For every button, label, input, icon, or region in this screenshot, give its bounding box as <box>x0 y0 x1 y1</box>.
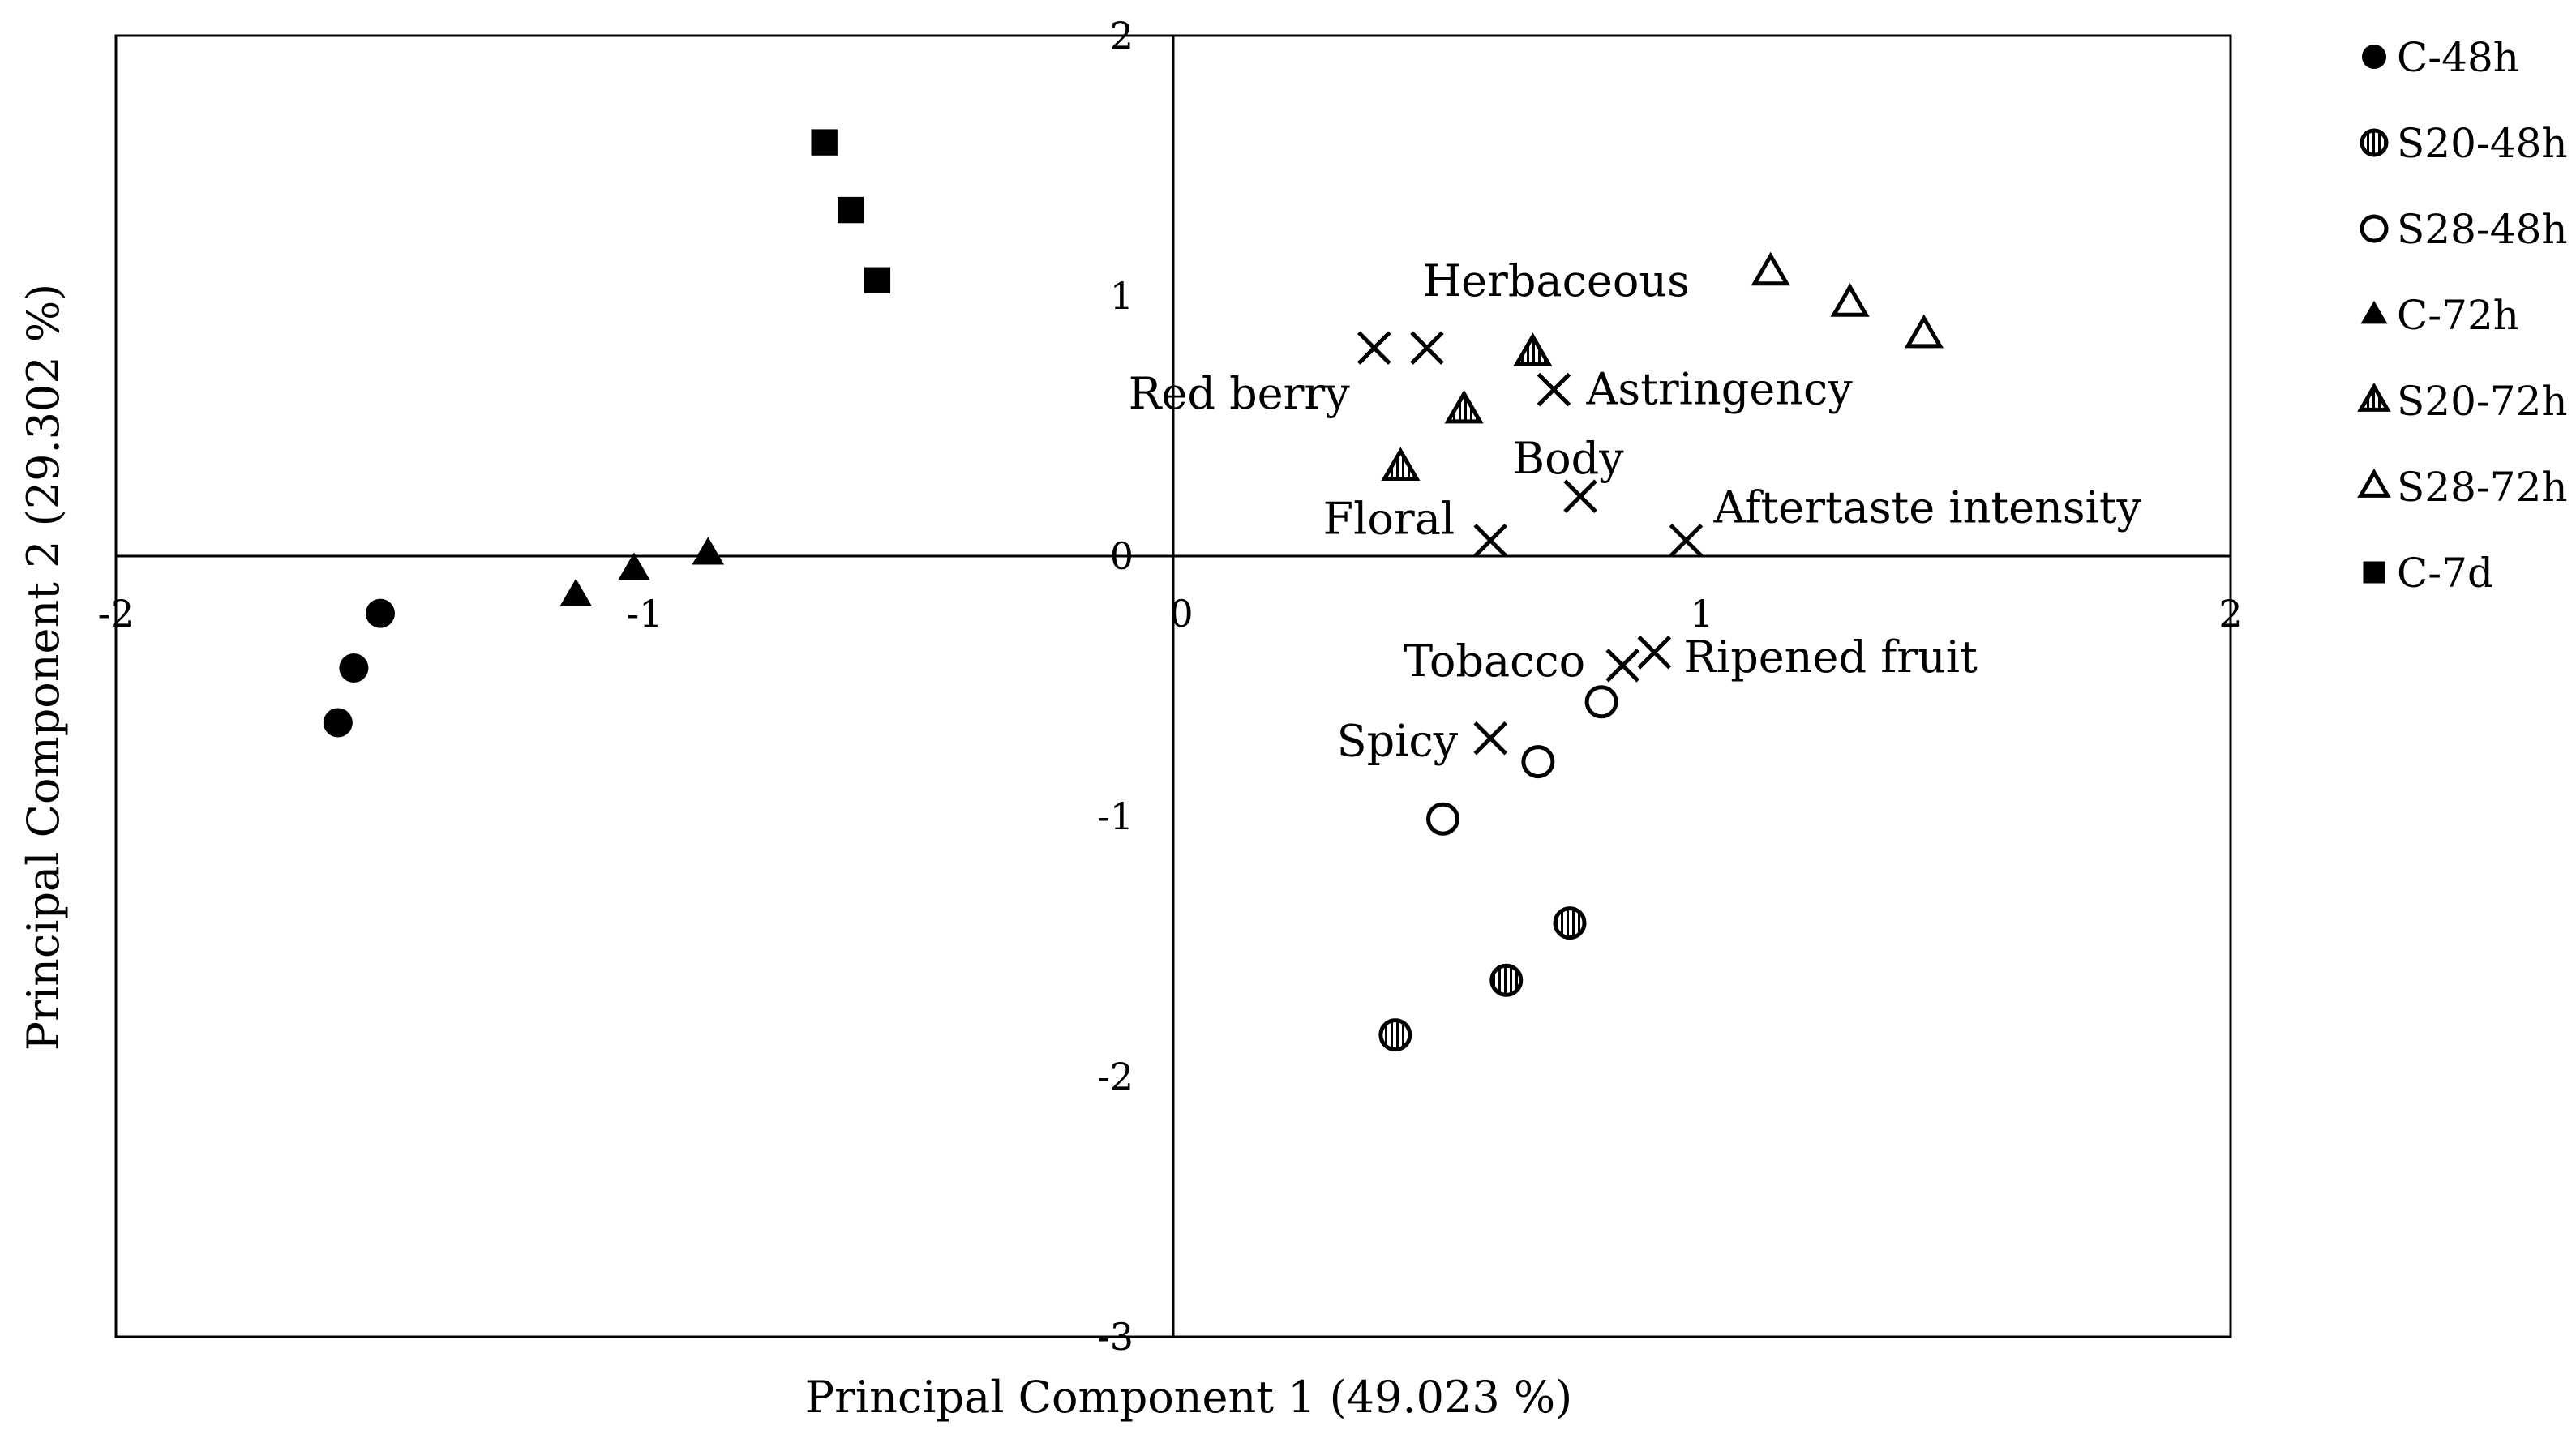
data-point <box>1444 389 1484 424</box>
data-point <box>1426 802 1460 836</box>
data-point <box>838 196 864 224</box>
y-tick-label: 1 <box>1110 274 1134 318</box>
legend-label: C-7d <box>2397 550 2493 597</box>
attribute-label: Ripened fruit <box>1683 632 1978 683</box>
attribute-label: Floral <box>1323 494 1455 545</box>
legend-item: S20-48h <box>2360 120 2568 167</box>
data-point <box>1513 332 1553 366</box>
attribute-label: Tobacco <box>1404 636 1585 687</box>
series-s28-48h <box>1426 685 1618 836</box>
attribute-markers: Herbaceous Red berry Astringency Body Floral… <box>1129 255 2142 767</box>
attribute-marker <box>1669 523 1704 558</box>
data-point <box>1378 1018 1412 1052</box>
data-point <box>692 537 725 565</box>
legend-marker <box>2360 128 2389 157</box>
series-c-7d <box>811 129 891 293</box>
data-point <box>1904 314 1944 349</box>
series-s20-72h <box>1381 332 1553 482</box>
series-s28-72h <box>1751 251 1944 349</box>
legend: C-48h S20-48h S28-48h C-72h S20-72h S28-72h C-… <box>2357 34 2568 597</box>
data-point <box>1521 745 1555 779</box>
x-axis-ticks: -2 -1 0 1 2 <box>98 592 2243 636</box>
attribute-marker <box>1563 479 1597 513</box>
legend-label: S28-48h <box>2397 206 2568 253</box>
attribute-marker <box>1637 636 1672 670</box>
attribute-marker <box>1537 372 1571 407</box>
x-tick-label: -2 <box>98 592 135 636</box>
attribute-label: Spicy <box>1337 716 1459 767</box>
legend-label: S20-72h <box>2397 378 2568 425</box>
attribute-marker <box>1473 721 1507 756</box>
legend-label: C-48h <box>2397 34 2519 81</box>
legend-label: C-72h <box>2397 292 2519 339</box>
y-tick-label: -3 <box>1097 1315 1134 1359</box>
data-point <box>811 129 838 156</box>
data-point <box>1553 906 1587 940</box>
x-tick-label: 1 <box>1690 592 1713 636</box>
sample-series <box>323 129 1944 1052</box>
legend-label: S28-72h <box>2397 464 2568 511</box>
attribute-label: Astringency <box>1585 364 1853 415</box>
legend-marker <box>2363 561 2385 584</box>
attribute-marker <box>1473 523 1507 558</box>
y-axis-ticks: 2 1 0 -1 -2 -3 <box>1097 14 1134 1359</box>
attribute-label: Aftertaste intensity <box>1712 482 2141 533</box>
legend-marker <box>2362 45 2386 69</box>
attribute-label: Body <box>1512 433 1624 484</box>
legend-marker <box>2357 382 2391 412</box>
attribute-marker <box>1357 331 1391 365</box>
x-tick-label: -1 <box>627 592 663 636</box>
legend-item: S20-72h <box>2357 378 2568 425</box>
data-point <box>1830 283 1870 317</box>
legend-marker <box>2360 300 2388 324</box>
attribute-label: Herbaceous <box>1423 255 1690 306</box>
series-s20-48h <box>1378 906 1587 1052</box>
legend-marker <box>2360 214 2389 243</box>
data-point <box>1584 685 1618 719</box>
series-c-72h <box>559 537 725 606</box>
y-axis-title: Principal Component 2 (29.302 %) <box>18 284 69 1051</box>
attribute-label: Red berry <box>1129 368 1350 419</box>
legend-item: C-72h <box>2360 292 2519 339</box>
data-point <box>864 267 891 293</box>
data-point <box>1381 447 1421 482</box>
data-point <box>1751 251 1790 286</box>
y-tick-label: -1 <box>1097 794 1134 838</box>
data-point <box>1489 963 1524 997</box>
legend-item: S28-72h <box>2357 464 2568 511</box>
data-point <box>323 708 353 738</box>
series-c-48h <box>323 598 395 738</box>
x-tick-label: 0 <box>1169 592 1193 636</box>
x-axis-title: Principal Component 1 (49.023 %) <box>805 1372 1572 1423</box>
legend-item: S28-48h <box>2360 206 2568 253</box>
y-tick-label: 0 <box>1110 534 1134 578</box>
legend-item: C-48h <box>2362 34 2519 81</box>
attribute-marker <box>1410 331 1444 365</box>
legend-label: S20-48h <box>2397 120 2568 167</box>
y-tick-label: -2 <box>1097 1055 1134 1098</box>
legend-marker <box>2357 468 2391 498</box>
x-tick-label: 2 <box>2218 592 2242 636</box>
y-tick-label: 2 <box>1110 14 1134 58</box>
data-point <box>618 552 650 580</box>
attribute-marker <box>1605 649 1639 683</box>
data-point <box>339 653 369 683</box>
legend-item: C-7d <box>2363 550 2493 597</box>
data-point <box>559 578 593 606</box>
data-point <box>366 598 395 628</box>
